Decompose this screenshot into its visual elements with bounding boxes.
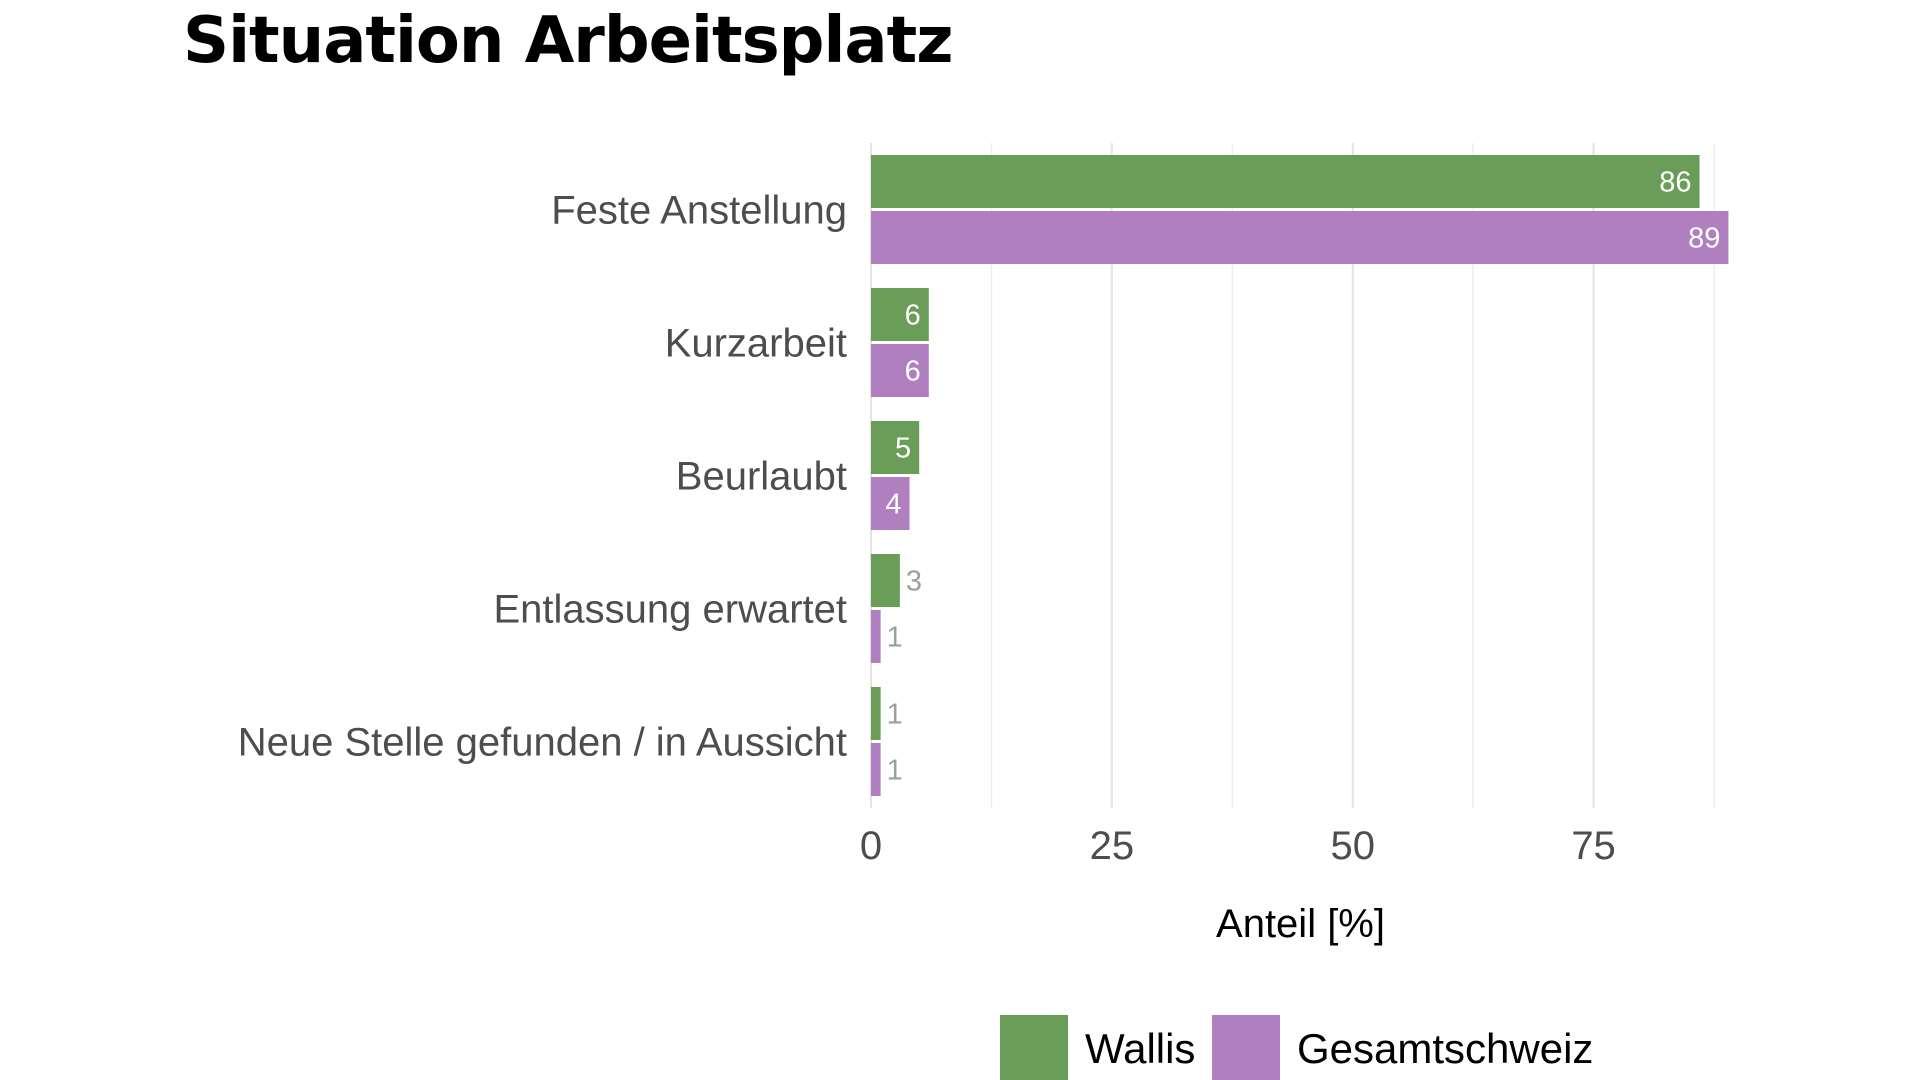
x-tick-label: 0 bbox=[860, 824, 882, 868]
bar-wallis-3 bbox=[871, 421, 920, 474]
bar-gesamtschweiz-5 bbox=[871, 743, 881, 796]
bar-wallis-2 bbox=[871, 288, 929, 341]
legend-swatch-wallis bbox=[1000, 1015, 1068, 1080]
x-axis-title: Anteil [%] bbox=[1216, 902, 1385, 946]
legend-swatch-gesamtschweiz bbox=[1212, 1015, 1280, 1080]
value-label: 1 bbox=[887, 622, 903, 654]
value-label: 5 bbox=[895, 433, 911, 465]
value-label: 6 bbox=[905, 300, 921, 332]
value-label: 1 bbox=[887, 699, 903, 731]
x-tick-label: 25 bbox=[1090, 824, 1135, 868]
value-label: 86 bbox=[1659, 167, 1691, 199]
category-label: Feste Anstellung bbox=[551, 189, 847, 233]
category-label: Neue Stelle gefunden / in Aussicht bbox=[238, 721, 847, 765]
bar-wallis-4 bbox=[871, 554, 900, 607]
x-tick-label: 75 bbox=[1571, 824, 1616, 868]
category-label: Kurzarbeit bbox=[665, 322, 847, 366]
legend: Wallis Gesamtschweiz bbox=[1000, 1015, 1593, 1080]
legend-label-gesamtschweiz: Gesamtschweiz bbox=[1297, 1025, 1593, 1072]
bars bbox=[871, 155, 1729, 796]
value-label: 1 bbox=[887, 755, 903, 787]
bar-gesamtschweiz-1 bbox=[871, 211, 1729, 264]
value-label: 3 bbox=[906, 566, 922, 598]
value-label: 89 bbox=[1688, 223, 1720, 255]
bar-gesamtschweiz-2 bbox=[871, 344, 929, 397]
x-tick-label: 50 bbox=[1330, 824, 1375, 868]
value-label: 4 bbox=[885, 489, 901, 521]
chart-title: Situation Arbeitsplatz bbox=[183, 4, 953, 78]
bar-wallis-1 bbox=[871, 155, 1700, 208]
bar-wallis-5 bbox=[871, 687, 881, 740]
bar-gesamtschweiz-4 bbox=[871, 610, 881, 663]
category-label: Entlassung erwartet bbox=[493, 588, 847, 632]
x-axis-ticks: 0 25 50 75 bbox=[860, 824, 1616, 868]
category-label: Beurlaubt bbox=[676, 455, 847, 499]
value-label: 6 bbox=[905, 356, 921, 388]
bar-gesamtschweiz-3 bbox=[871, 477, 910, 530]
category-labels: Feste Anstellung Kurzarbeit Beurlaubt Entla… bbox=[238, 189, 847, 765]
legend-label-wallis: Wallis bbox=[1085, 1025, 1195, 1072]
